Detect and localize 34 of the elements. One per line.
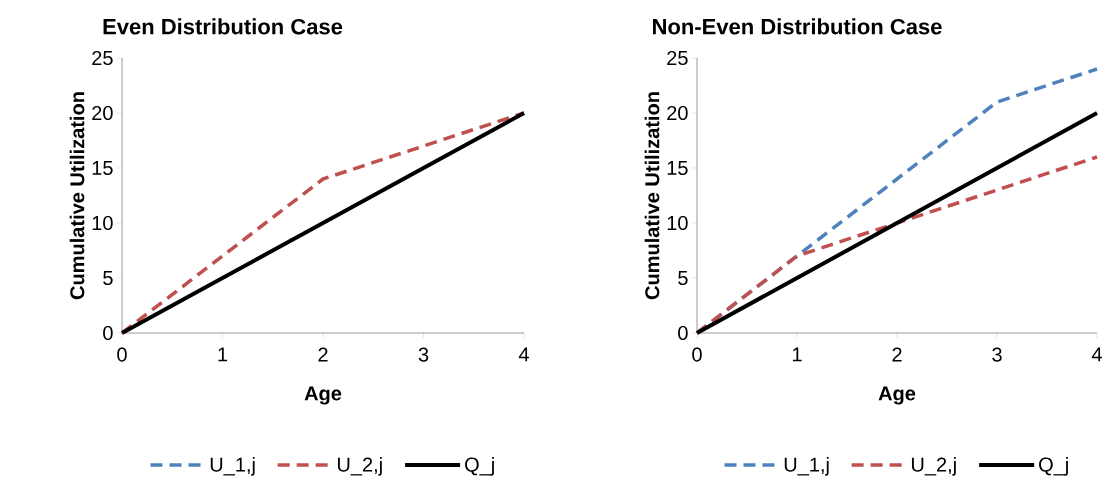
y-tick-label: 25 xyxy=(92,50,113,66)
y-tick-label: 10 xyxy=(92,215,113,231)
legend-label: Q_j xyxy=(465,456,494,476)
legend-label: U_2,j xyxy=(337,456,382,476)
y-tick-label: 5 xyxy=(678,271,688,285)
x-tick-label: 4 xyxy=(1091,347,1102,362)
x-axis-title: Age xyxy=(878,386,916,405)
y-axis-title: Cumulative Utilization xyxy=(644,92,660,300)
y-tick-label: 0 xyxy=(678,325,688,341)
y-tick-label: 20 xyxy=(92,105,113,121)
chart-title: Non-Even Distribution Case xyxy=(653,18,942,35)
y-axis-title: Cumulative Utilization xyxy=(69,92,85,300)
legend-label: U_1,j xyxy=(210,456,255,476)
legend-label: U_1,j xyxy=(784,456,829,476)
y-tick-label: 0 xyxy=(103,325,113,341)
x-tick-label: 1 xyxy=(218,347,228,362)
x-tick-label: 3 xyxy=(418,347,429,362)
x-tick-label: 1 xyxy=(792,347,802,362)
y-tick-label: 20 xyxy=(667,105,688,121)
y-tick-label: 15 xyxy=(667,161,688,175)
y-tick-label: 10 xyxy=(667,215,688,231)
x-tick-label: 2 xyxy=(318,347,328,362)
x-axis-title: Age xyxy=(304,386,342,405)
y-tick-label: 15 xyxy=(92,161,113,175)
x-tick-label: 2 xyxy=(892,347,902,362)
x-tick-label: 0 xyxy=(117,347,127,362)
chart-title: Even Distribution Case xyxy=(103,18,343,35)
y-tick-label: 5 xyxy=(103,271,113,285)
x-tick-label: 3 xyxy=(992,347,1002,362)
x-tick-label: 0 xyxy=(692,347,702,362)
legend-label: Q_j xyxy=(1039,456,1068,476)
x-tick-label: 4 xyxy=(518,347,529,362)
legend-label: U_2,j xyxy=(911,456,956,476)
y-tick-label: 25 xyxy=(667,50,688,66)
